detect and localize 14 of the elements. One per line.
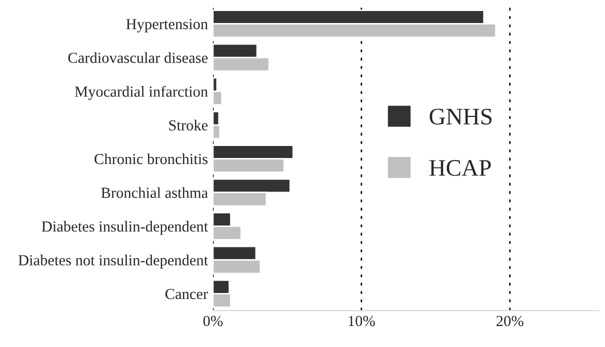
x-tick-label: 20%	[496, 316, 524, 326]
legend-label: HCAP	[429, 160, 491, 176]
y-tick-label: Cardiovascular disease	[68, 52, 208, 63]
y-tick-label: Stroke	[169, 120, 208, 130]
y-tick-label: Hypertension	[126, 18, 208, 32]
y-tick-label: Bronchial asthma	[101, 187, 208, 198]
y-tick-label: Diabetes not insulin-dependent	[18, 254, 208, 269]
x-tick-label: 0%	[203, 316, 223, 326]
legend-label: GNHS	[430, 108, 492, 125]
x-tick-label: 10%	[348, 316, 375, 326]
y-tick-label: Chronic bronchitis	[94, 153, 208, 164]
y-tick-label: Diabetes insulin-dependent	[42, 220, 208, 235]
y-tick-label: Myocardial infarction	[74, 86, 208, 100]
y-tick-label: Cancer	[165, 288, 208, 300]
